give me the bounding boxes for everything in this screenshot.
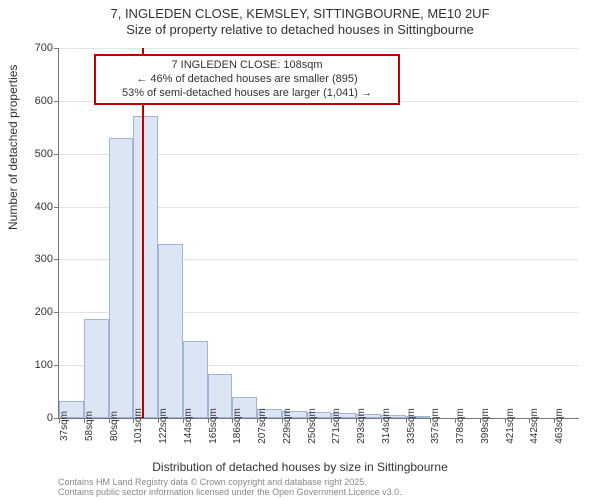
- xtick-label: 421sqm: [505, 408, 516, 444]
- xtick-label: 207sqm: [257, 408, 268, 444]
- xtick-label: 186sqm: [232, 408, 243, 444]
- gridline: [59, 48, 579, 49]
- ytick-mark: [54, 101, 59, 102]
- ytick-label: 400: [35, 201, 53, 213]
- chart-title: 7, INGLEDEN CLOSE, KEMSLEY, SITTINGBOURN…: [0, 0, 600, 39]
- ytick-mark: [54, 207, 59, 208]
- xtick-label: 399sqm: [480, 408, 491, 444]
- marker-annotation-box: 7 INGLEDEN CLOSE: 108sqm ← 46% of detach…: [94, 54, 400, 105]
- xtick-label: 335sqm: [406, 408, 417, 444]
- ytick-label: 0: [47, 412, 53, 424]
- xtick-label: 314sqm: [381, 408, 392, 444]
- xtick-label: 463sqm: [554, 408, 565, 444]
- xtick-label: 122sqm: [158, 408, 169, 444]
- ytick-mark: [54, 259, 59, 260]
- marker-line2: ← 46% of detached houses are smaller (89…: [102, 73, 392, 87]
- xtick-label: 58sqm: [84, 411, 95, 441]
- ytick-label: 200: [35, 306, 53, 318]
- xtick-label: 165sqm: [208, 408, 219, 444]
- footnote-line2: Contains public sector information licen…: [58, 487, 402, 497]
- plot-area: 7 INGLEDEN CLOSE: 108sqm ← 46% of detach…: [58, 48, 579, 419]
- histogram-bar: [158, 244, 183, 418]
- footnote: Contains HM Land Registry data © Crown c…: [58, 477, 402, 498]
- ytick-label: 600: [35, 95, 53, 107]
- xtick-label: 37sqm: [59, 411, 70, 441]
- title-line1: 7, INGLEDEN CLOSE, KEMSLEY, SITTINGBOURN…: [0, 6, 600, 22]
- x-axis-title: Distribution of detached houses by size …: [0, 460, 600, 474]
- title-line2: Size of property relative to detached ho…: [0, 22, 600, 38]
- ytick-label: 100: [35, 359, 53, 371]
- xtick-label: 80sqm: [109, 411, 120, 441]
- ytick-mark: [54, 48, 59, 49]
- marker-line3: 53% of semi-detached houses are larger (…: [102, 87, 392, 101]
- ytick-label: 300: [35, 253, 53, 265]
- xtick-label: 229sqm: [282, 408, 293, 444]
- histogram-bar: [183, 341, 208, 418]
- y-axis-title: Number of detached properties: [6, 65, 20, 230]
- ytick-mark: [54, 312, 59, 313]
- ytick-mark: [54, 365, 59, 366]
- ytick-label: 500: [35, 148, 53, 160]
- xtick-label: 378sqm: [455, 408, 466, 444]
- footnote-line1: Contains HM Land Registry data © Crown c…: [58, 477, 402, 487]
- xtick-label: 357sqm: [430, 408, 441, 444]
- xtick-label: 442sqm: [529, 408, 540, 444]
- histogram-bar: [84, 319, 109, 418]
- histogram-bar: [109, 138, 134, 418]
- xtick-label: 271sqm: [331, 408, 342, 444]
- marker-line1: 7 INGLEDEN CLOSE: 108sqm: [102, 59, 392, 73]
- ytick-mark: [54, 154, 59, 155]
- xtick-label: 144sqm: [183, 408, 194, 444]
- ytick-label: 700: [35, 42, 53, 54]
- histogram-bar: [133, 116, 158, 418]
- xtick-label: 250sqm: [307, 408, 318, 444]
- xtick-label: 293sqm: [356, 408, 367, 444]
